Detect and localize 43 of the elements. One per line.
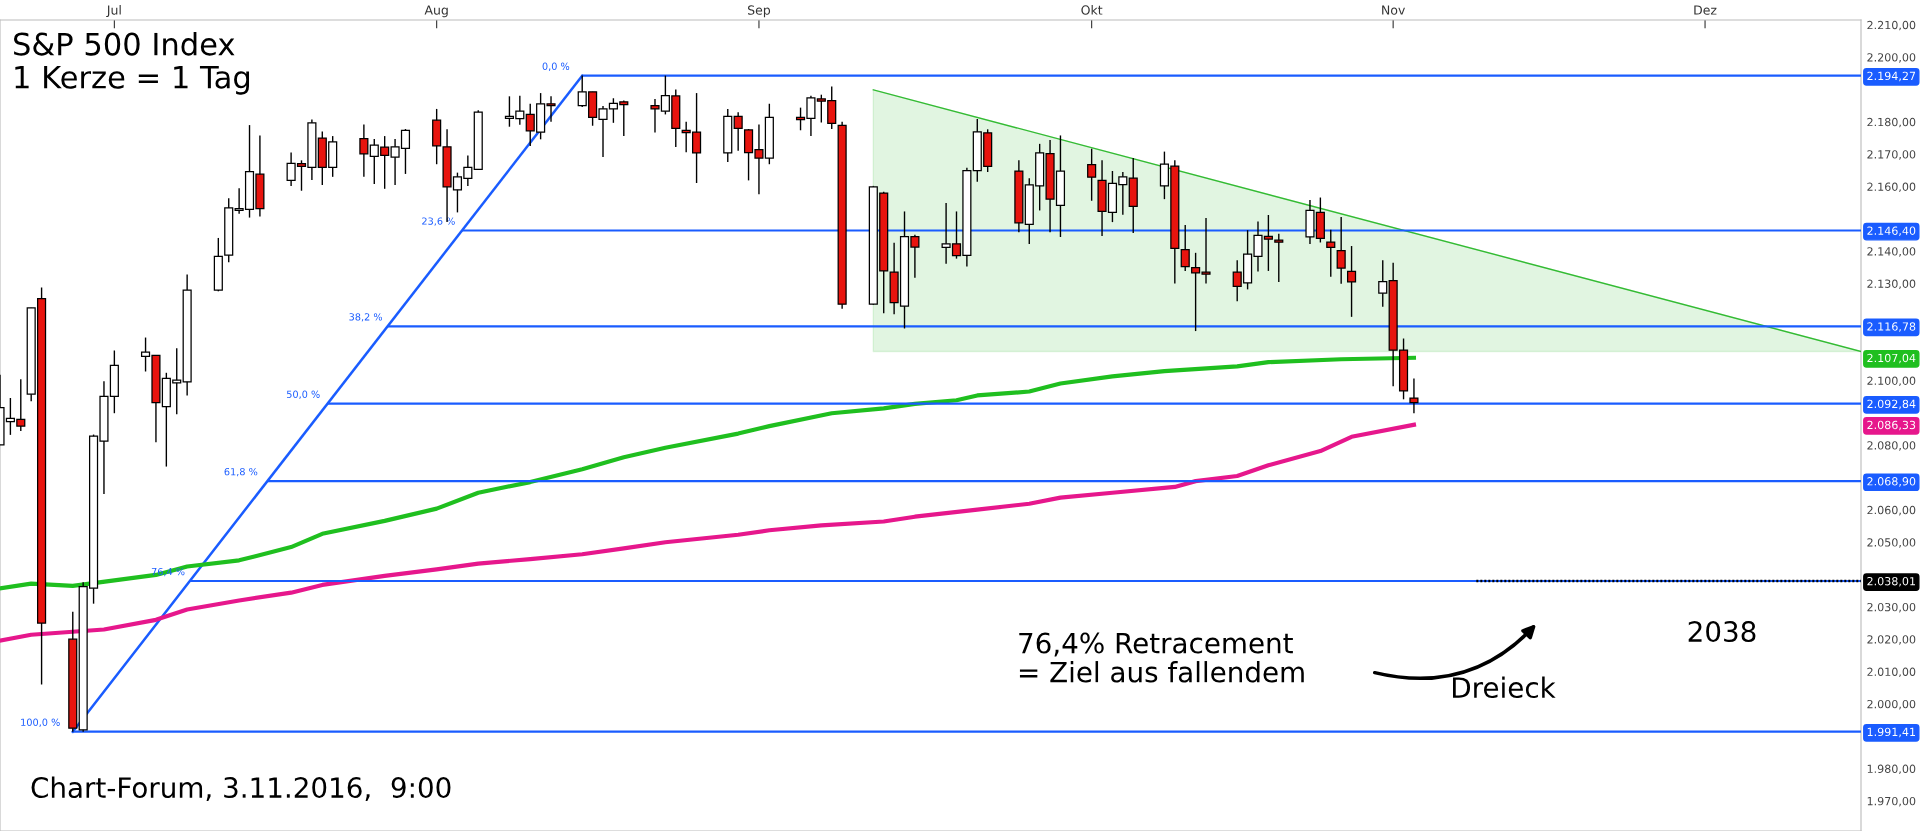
annotation: 38,2 %: [349, 313, 383, 322]
y-tick-label: 2.210,00: [1867, 20, 1916, 31]
y-tick-label: 1.991,41: [1867, 727, 1916, 738]
y-tick-label: 2.010,00: [1867, 667, 1916, 678]
y-tick-label: 2.000,00: [1867, 699, 1916, 710]
y-tick-label: 2.030,00: [1867, 602, 1916, 613]
y-tick-label: 2.194,27: [1867, 71, 1916, 82]
x-tick-label: Okt: [1081, 5, 1103, 15]
annotation: Chart-Forum, 3.11.2016, 9:00: [31, 776, 451, 801]
y-tick-label: 2.050,00: [1867, 538, 1916, 548]
y-tick-label: 2.146,40: [1867, 226, 1916, 237]
y-tick-label: 2.086,33: [1867, 420, 1916, 431]
x-tick-label: Sep: [748, 5, 771, 18]
y-tick-label: 2.020,00: [1867, 635, 1916, 645]
y-tick-label: 2.180,00: [1867, 117, 1916, 128]
y-tick-label: 2.068,90: [1867, 477, 1916, 487]
y-tick-label: 2.060,00: [1867, 505, 1916, 516]
y-tick-label: 2.130,00: [1867, 279, 1916, 290]
y-tick-label: 2.080,00: [1867, 441, 1916, 451]
annotation: Dreieck: [1453, 676, 1556, 699]
y-tick-label: 2.092,84: [1867, 399, 1916, 410]
y-tick-label: 2.107,04: [1867, 353, 1916, 364]
x-tick-label: Aug: [424, 5, 448, 18]
annotation: 2038: [1688, 621, 1756, 643]
annotation: 61,8 %: [224, 468, 258, 477]
y-tick-label: 2.200,00: [1867, 53, 1916, 63]
y-tick-label: 2.038,01: [1867, 576, 1916, 587]
x-tick-label: Dez: [1694, 5, 1717, 15]
x-tick-label: Nov: [1382, 5, 1405, 15]
annotation: 0,0 %: [542, 62, 570, 71]
y-tick-label: 1.970,00: [1867, 796, 1916, 807]
y-tick-label: 2.160,00: [1867, 182, 1916, 193]
annotation: 23,6 %: [422, 217, 455, 226]
y-tick-label: 2.100,00: [1867, 376, 1916, 387]
x-tick-label: Jul: [106, 5, 121, 18]
y-tick-label: 1.980,00: [1867, 764, 1916, 775]
annotation: 100,0 %: [21, 718, 60, 727]
text: S&P 500 Index 1 Kerze = 1 Tag: [14, 32, 250, 95]
annotation: 50,0 %: [286, 390, 320, 399]
annotation: 76,4% Retracement = Ziel aus fallendem: [1019, 632, 1304, 683]
y-tick-label: 2.140,00: [1867, 247, 1916, 257]
y-tick-label: 2.170,00: [1867, 150, 1916, 160]
y-tick-label: 2.116,78: [1867, 322, 1916, 332]
